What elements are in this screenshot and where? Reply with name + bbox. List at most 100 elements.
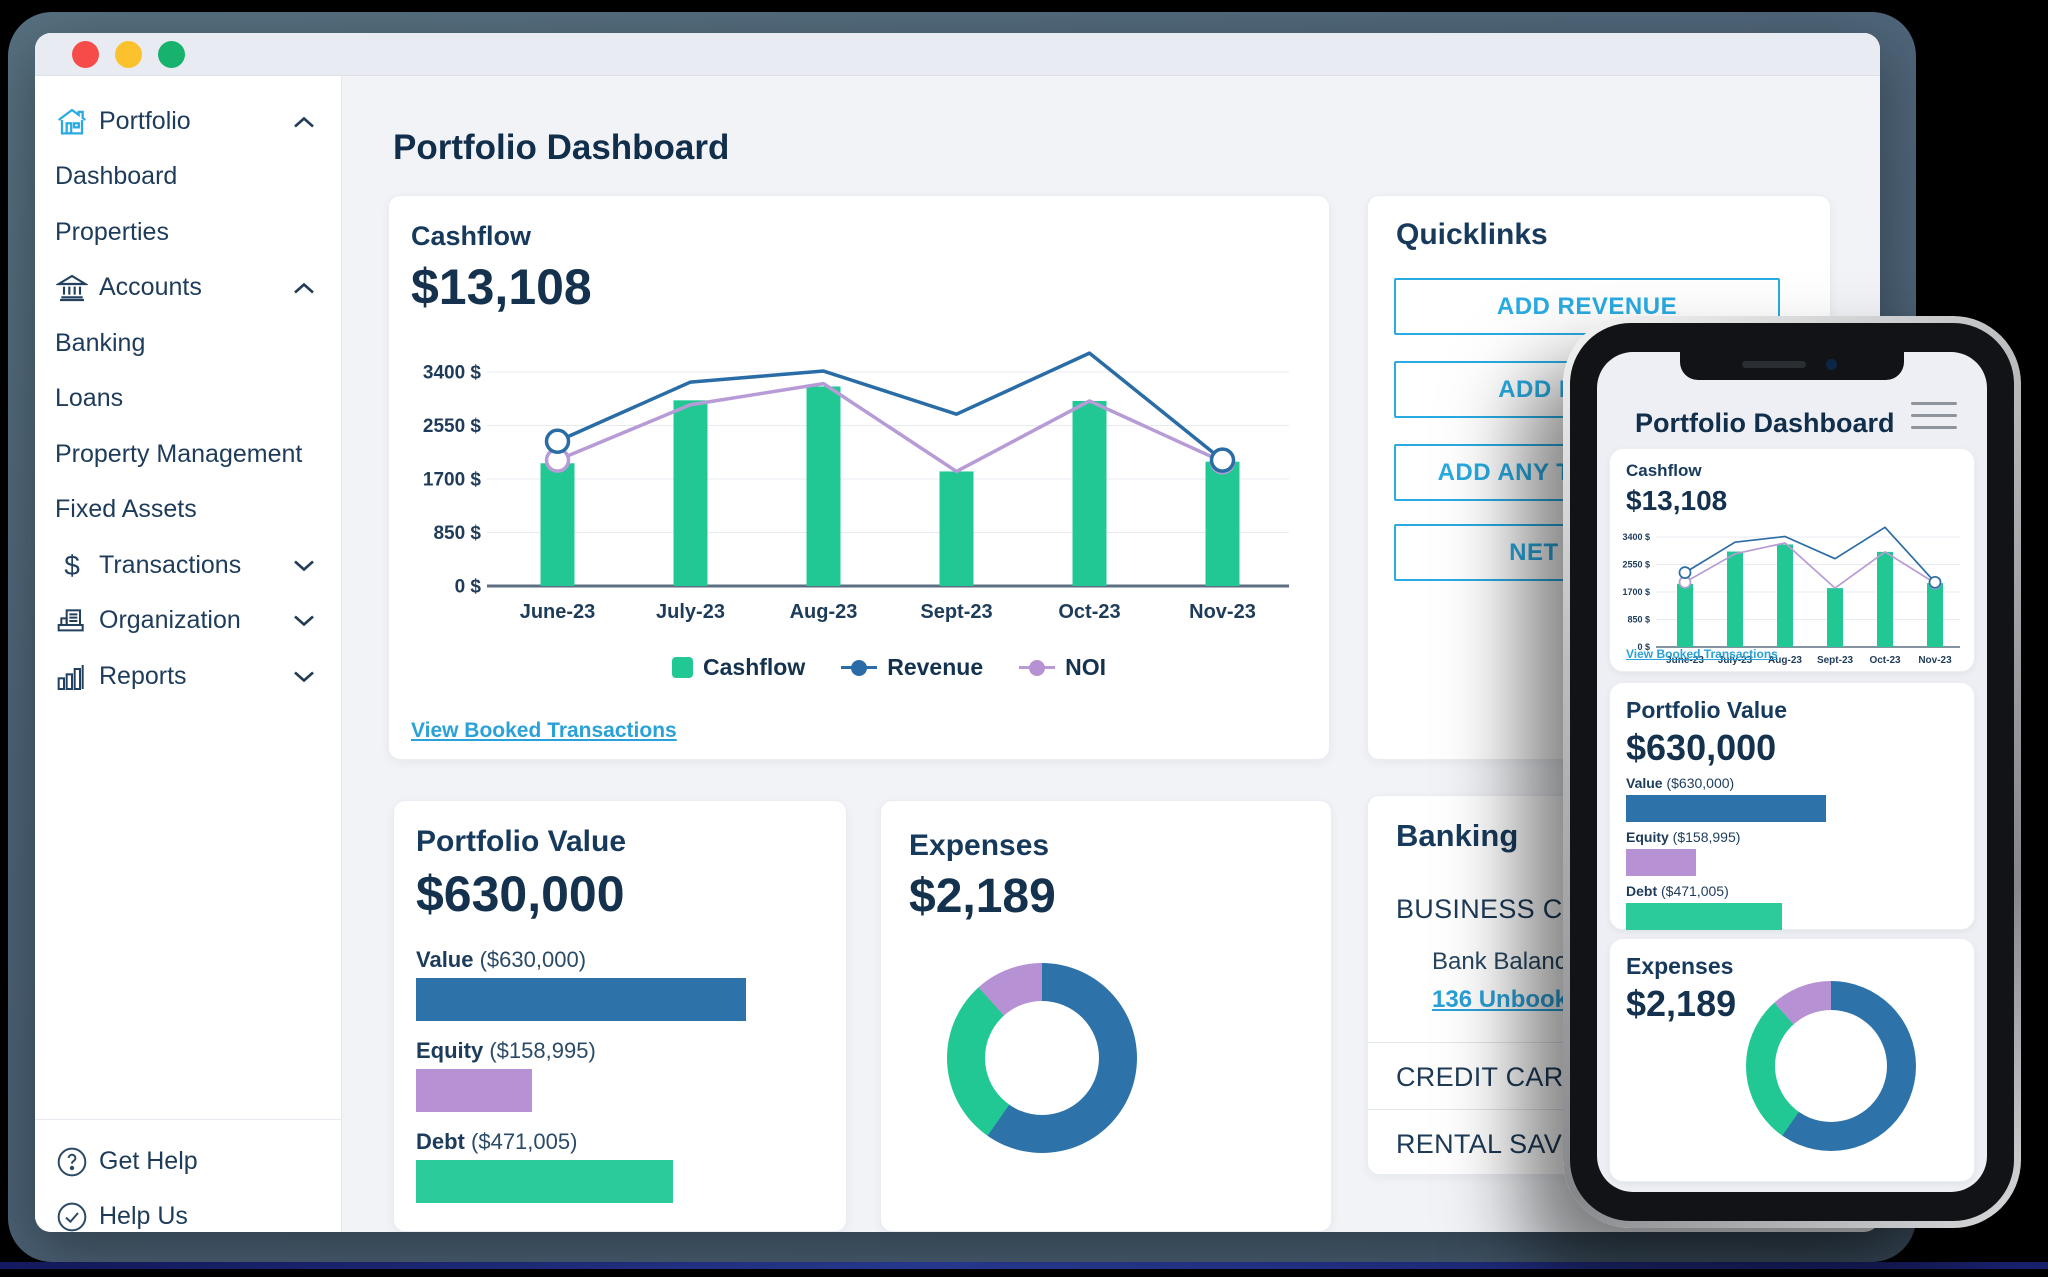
cashflow-chart: 0 $ 850 $ 1700 $ 2550 $ 3400 $ June-23 July-23… [407,346,1297,647]
phone-equity-bar-label: Equity ($158,995) [1626,829,1741,845]
cashflow-value: $13,108 [411,259,592,315]
phone-debt-bar-label: Debt ($471,005) [1626,883,1729,899]
phone-portfolio-value-card: Portfolio Value $630,000 Value ($630,000… [1609,682,1975,930]
sidebar-item-reports[interactable]: Reports [35,649,341,704]
sidebar-item-loans[interactable]: Loans [55,384,124,412]
sidebar: Portfolio Dashboard Properties Accounts [35,76,342,1232]
view-booked-transactions-link[interactable]: View Booked Transactions [411,719,677,742]
value-bar [416,978,746,1021]
sidebar-item-fixed-assets[interactable]: Fixed Assets [55,495,197,523]
value-bar-label: Value ($630,000) [416,947,587,972]
phone-screen: Portfolio Dashboard Cashflow $13,108 0 $… [1597,352,1987,1192]
svg-text:Aug-23: Aug-23 [1768,655,1802,666]
phone-cashflow-chart: 0 $ 850 $ 1700 $ 2550 $ 3400 $ June-23 July-23… [1614,525,1966,682]
phone-value-bar [1626,795,1826,822]
portfolio-value-card: Portfolio Value $630,000 Value ($630,000… [393,800,847,1232]
equity-bar [416,1069,532,1112]
phone-expenses-card: Expenses $2,189 [1609,938,1975,1182]
legend-cashflow: Cashflow [672,654,805,681]
phone-bezel: Portfolio Dashboard Cashflow $13,108 0 $… [1570,323,2014,1221]
cashflow-title: Cashflow [411,221,532,251]
chevron-down-icon [293,614,315,627]
svg-text:1700 $: 1700 $ [423,470,482,491]
sidebar-item-properties[interactable]: Properties [55,218,169,246]
svg-text:Oct-23: Oct-23 [1058,601,1120,623]
svg-text:June-23: June-23 [1666,655,1704,666]
svg-text:0 $: 0 $ [455,577,482,598]
sidebar-item-property-management[interactable]: Property Management [55,440,303,468]
legend-revenue: Revenue [841,654,983,681]
sidebar-item-dashboard[interactable]: Dashboard [55,162,178,190]
svg-text:3400 $: 3400 $ [423,363,482,384]
phone-page-title: Portfolio Dashboard [1635,408,1895,438]
banking-title: Banking [1396,818,1519,853]
dollar-icon: $ [64,549,80,581]
debt-bar-label: Debt ($471,005) [416,1129,578,1154]
svg-text:3400 $: 3400 $ [1622,532,1650,542]
svg-text:June-23: June-23 [520,601,596,623]
close-window-button[interactable] [72,41,99,68]
chevron-up-icon [293,115,315,128]
svg-text:Sept-23: Sept-23 [1817,655,1854,666]
sidebar-item-get-help[interactable]: Get Help [35,1134,341,1189]
sidebar-item-help-us[interactable]: Help Us [35,1189,341,1232]
phone-mockup: Portfolio Dashboard Cashflow $13,108 0 $… [1563,316,2021,1228]
sidebar-item-banking[interactable]: Banking [55,329,146,357]
portfolio-value-amount: $630,000 [416,866,625,922]
legend-noi: NOI [1019,654,1106,681]
minimize-window-button[interactable] [115,41,142,68]
phone-cashflow-value: $13,108 [1626,485,1728,516]
chevron-down-icon [293,559,315,572]
cashflow-card: Cashflow $13,108 0 $ 850 $ 1700 $ 2550 $ 340… [388,195,1330,760]
quicklinks-title: Quicklinks [1396,218,1548,251]
svg-text:Nov-23: Nov-23 [1918,655,1952,666]
svg-text:850 $: 850 $ [1627,615,1650,625]
phone-value-bar-label: Value ($630,000) [1626,775,1735,791]
phone-expenses-value: $2,189 [1626,983,1737,1024]
svg-text:2550 $: 2550 $ [423,416,482,437]
svg-text:Aug-23: Aug-23 [790,601,858,623]
cashflow-swatch-icon [672,657,693,678]
donut-hole [985,1001,1099,1115]
credit-card-account[interactable]: CREDIT CARD [1396,1062,1584,1092]
svg-text:Oct-23: Oct-23 [1869,655,1901,666]
phone-portfolio-value-title: Portfolio Value [1626,697,1788,723]
question-circle-icon [55,1145,89,1179]
svg-text:Sept-23: Sept-23 [920,601,992,623]
phone-notch [1680,352,1904,380]
noi-swatch-icon [1019,659,1056,676]
organization-icon [55,604,89,638]
hamburger-menu-icon[interactable] [1911,402,1957,438]
phone-cashflow-card: Cashflow $13,108 0 $ 850 $ 1700 $ 2550 $ 340… [1609,448,1975,672]
svg-text:0 $: 0 $ [1637,642,1650,652]
revenue-swatch-icon [841,659,878,676]
sidebar-item-organization[interactable]: Organization [35,593,341,648]
house-icon [55,105,89,139]
portfolio-value-title: Portfolio Value [416,825,627,858]
sidebar-item-transactions[interactable]: $ Transactions [35,538,341,593]
check-circle-icon [55,1200,89,1233]
svg-text:Nov-23: Nov-23 [1189,601,1256,623]
bar-chart-icon [55,660,89,694]
svg-text:July-23: July-23 [656,601,725,623]
debt-bar [416,1160,674,1203]
phone-view-booked-transactions-link[interactable]: View Booked Transactions [1626,647,1778,661]
equity-bar-label: Equity ($158,995) [416,1038,596,1063]
speaker-icon [1742,361,1806,368]
page-title: Portfolio Dashboard [393,128,730,167]
expenses-title: Expenses [909,829,1050,862]
sidebar-item-label: Portfolio [99,107,191,135]
phone-cashflow-title: Cashflow [1626,461,1702,480]
sidebar-item-portfolio[interactable]: Portfolio [35,94,341,149]
svg-text:2550 $: 2550 $ [1622,560,1650,570]
expenses-card: Expenses $2,189 [880,800,1332,1232]
svg-text:1700 $: 1700 $ [1622,587,1650,597]
sidebar-item-accounts[interactable]: Accounts [35,260,341,315]
donut-hole [1775,1010,1887,1122]
phone-equity-bar [1626,849,1696,876]
bank-icon [55,271,89,305]
zoom-window-button[interactable] [158,41,185,68]
chevron-up-icon [293,281,315,294]
phone-expenses-title: Expenses [1626,953,1734,979]
